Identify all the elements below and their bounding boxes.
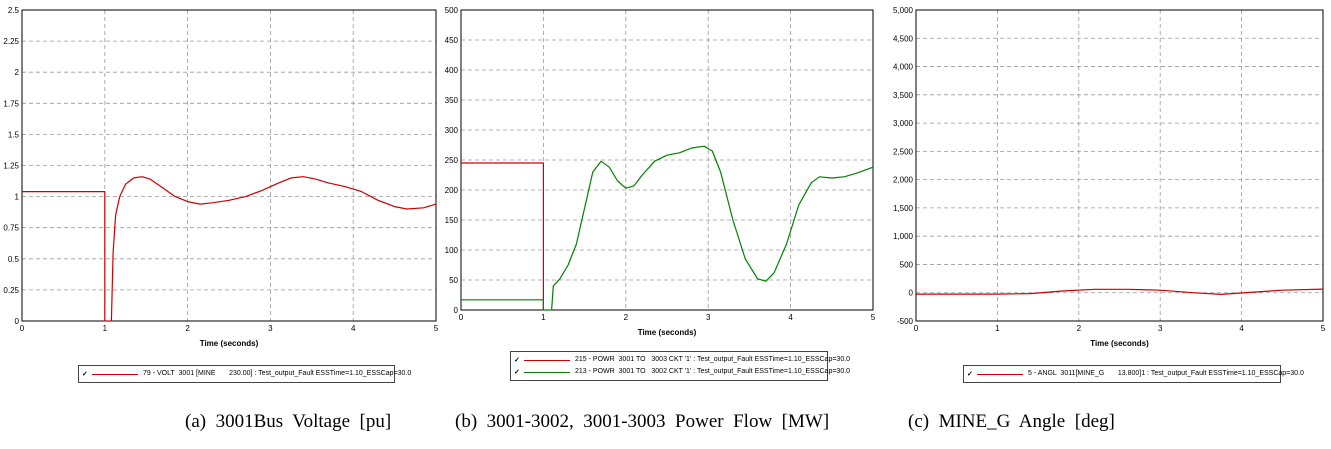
series-line — [22, 176, 437, 322]
plot-frame — [915, 9, 1324, 322]
plot-frame — [460, 9, 874, 311]
y-tick-label: 5,000 — [893, 6, 914, 15]
x-axis-title: Time (seconds) — [200, 339, 259, 348]
y-tick-label: 2 — [15, 68, 20, 77]
y-tick-label: 1.5 — [8, 130, 20, 139]
legend-label: 79 - VOLT 3001 [MINE 230.00] : Test_outp… — [143, 370, 412, 377]
legend-angle[interactable]: ✓ 5 - ANGL 3011[MINE_G 13.800]1 : Test_o… — [963, 365, 1304, 383]
legend-label: 5 - ANGL 3011[MINE_G 13.800]1 : Test_out… — [1028, 370, 1304, 377]
legend-entry[interactable]: ✓ 215 - POWR 3001 TO 3003 CKT '1' : Test… — [511, 355, 850, 366]
y-tick-label: 2,000 — [893, 176, 914, 185]
legend-label: 213 - POWR 3001 TO 3002 CKT '1' : Test_o… — [575, 368, 851, 375]
y-tick-label: 0 — [454, 306, 459, 315]
x-tick-label: 1 — [541, 313, 546, 322]
legend-swatch — [92, 374, 138, 375]
caption-c: (c) MINE_G Angle [deg] — [908, 411, 1115, 432]
angle-chart: -50005001,0001,5002,0002,5003,0003,5004,… — [893, 6, 1326, 348]
y-tick-label: 2.25 — [3, 37, 19, 46]
power-flow-chart: 0 50 100 150 200 250 300 350 400 450 500 0 1 2 3 4 5 Time… — [445, 6, 876, 337]
x-tick-label: 0 — [20, 324, 25, 333]
legend-label: 215 - POWR 3001 TO 3003 CKT '1' : Test_o… — [575, 356, 851, 363]
x-tick-label: 1 — [995, 324, 1000, 333]
y-tick-label: 100 — [445, 246, 459, 255]
legend-swatch — [977, 374, 1023, 375]
x-tick-label: 5 — [1321, 324, 1326, 333]
y-tick-label: 1.75 — [3, 99, 19, 108]
y-tick-label: 500 — [445, 6, 459, 15]
series-line — [916, 288, 1324, 295]
y-tick-label: 500 — [900, 260, 914, 269]
x-tick-label: 0 — [459, 313, 464, 322]
y-tick-label: 250 — [445, 156, 459, 165]
panel-angle: -500 0 500 1,000 1,500 2,000 2,500 3,000 3,500 4,… — [885, 0, 1331, 395]
y-tick-label: 3,000 — [893, 119, 914, 128]
y-tick-label: 0.25 — [3, 286, 19, 295]
x-tick-label: 4 — [351, 324, 356, 333]
x-tick-label: 4 — [1239, 324, 1244, 333]
panel-voltage: 0 0.25 0.5 0.75 1 1.25 1.5 1.75 2 2.25 2.5 0 1 2 3 4 5 Ti… — [0, 0, 440, 395]
x-tick-label: 3 — [268, 324, 273, 333]
checkbox-icon[interactable]: ✓ — [514, 369, 520, 376]
caption-a: (a) 3001Bus Voltage [pu] — [185, 411, 392, 432]
x-axis-title: Time (seconds) — [638, 328, 697, 337]
y-tick-label: 0.5 — [8, 255, 20, 264]
y-tick-label: 0 — [15, 317, 20, 326]
y-tick-label: 0.75 — [3, 224, 19, 233]
checkbox-icon[interactable]: ✓ — [82, 371, 88, 378]
y-tick-label: 3,500 — [893, 91, 914, 100]
y-tick-label: 200 — [445, 186, 459, 195]
checkbox-icon[interactable]: ✓ — [967, 371, 973, 378]
caption-b: (b) 3001-3002, 3001-3003 Power Flow [MW] — [455, 411, 830, 432]
y-tick-label: 300 — [445, 126, 459, 135]
y-tick-label: 1.25 — [3, 162, 19, 171]
legend-entry[interactable]: ✓ 5 - ANGL 3011[MINE_G 13.800]1 : Test_o… — [964, 369, 1304, 380]
series-line — [461, 145, 874, 311]
voltage-chart: 0 0.25 0.5 0.75 1 1.25 1.5 1.75 2 2.25 2.5 0 1 2 3 4 5 Ti… — [3, 6, 439, 348]
x-tick-label: 2 — [624, 313, 629, 322]
x-tick-label: 5 — [434, 324, 439, 333]
y-tick-label: 0 — [909, 289, 914, 298]
y-tick-label: 150 — [445, 216, 459, 225]
y-tick-label: 2.5 — [8, 6, 20, 15]
legend-entry[interactable]: ✓ 79 - VOLT 3001 [MINE 230.00] : Test_ou… — [79, 369, 411, 380]
x-tick-label: 2 — [1077, 324, 1082, 333]
y-tick-label: 50 — [449, 276, 458, 285]
x-tick-label: 3 — [706, 313, 711, 322]
panel-power-flow: 0 50 100 150 200 250 300 350 400 450 500 0 1 2 3 4 5 Time… — [440, 0, 890, 395]
x-tick-label: 3 — [1158, 324, 1163, 333]
y-tick-label: 1,000 — [893, 232, 914, 241]
series-line — [461, 162, 545, 310]
legend-swatch — [524, 360, 570, 361]
y-tick-label: -500 — [897, 317, 914, 326]
x-tick-label: 4 — [788, 313, 793, 322]
x-tick-label: 1 — [103, 324, 108, 333]
y-tick-label: 4,000 — [893, 63, 914, 72]
legend-entry[interactable]: ✓ 213 - POWR 3001 TO 3002 CKT '1' : Test… — [511, 367, 850, 378]
x-tick-label: 0 — [914, 324, 919, 333]
y-tick-label: 450 — [445, 36, 459, 45]
legend-voltage[interactable]: ✓ 79 - VOLT 3001 [MINE 230.00] : Test_ou… — [78, 365, 411, 383]
plot-frame — [21, 9, 437, 322]
legend-power-flow[interactable]: ✓ 215 - POWR 3001 TO 3003 CKT '1' : Test… — [510, 351, 850, 381]
y-tick-label: 350 — [445, 96, 459, 105]
y-tick-label: 2,500 — [893, 147, 914, 156]
x-tick-label: 2 — [185, 324, 190, 333]
x-tick-label: 5 — [871, 313, 876, 322]
y-tick-label: 1 — [15, 193, 20, 202]
legend-swatch — [524, 372, 570, 373]
y-tick-label: 400 — [445, 66, 459, 75]
y-tick-label: 4,500 — [893, 34, 914, 43]
x-axis-title: Time (seconds) — [1090, 339, 1149, 348]
checkbox-icon[interactable]: ✓ — [514, 357, 520, 364]
y-tick-label: 1,500 — [893, 204, 914, 213]
